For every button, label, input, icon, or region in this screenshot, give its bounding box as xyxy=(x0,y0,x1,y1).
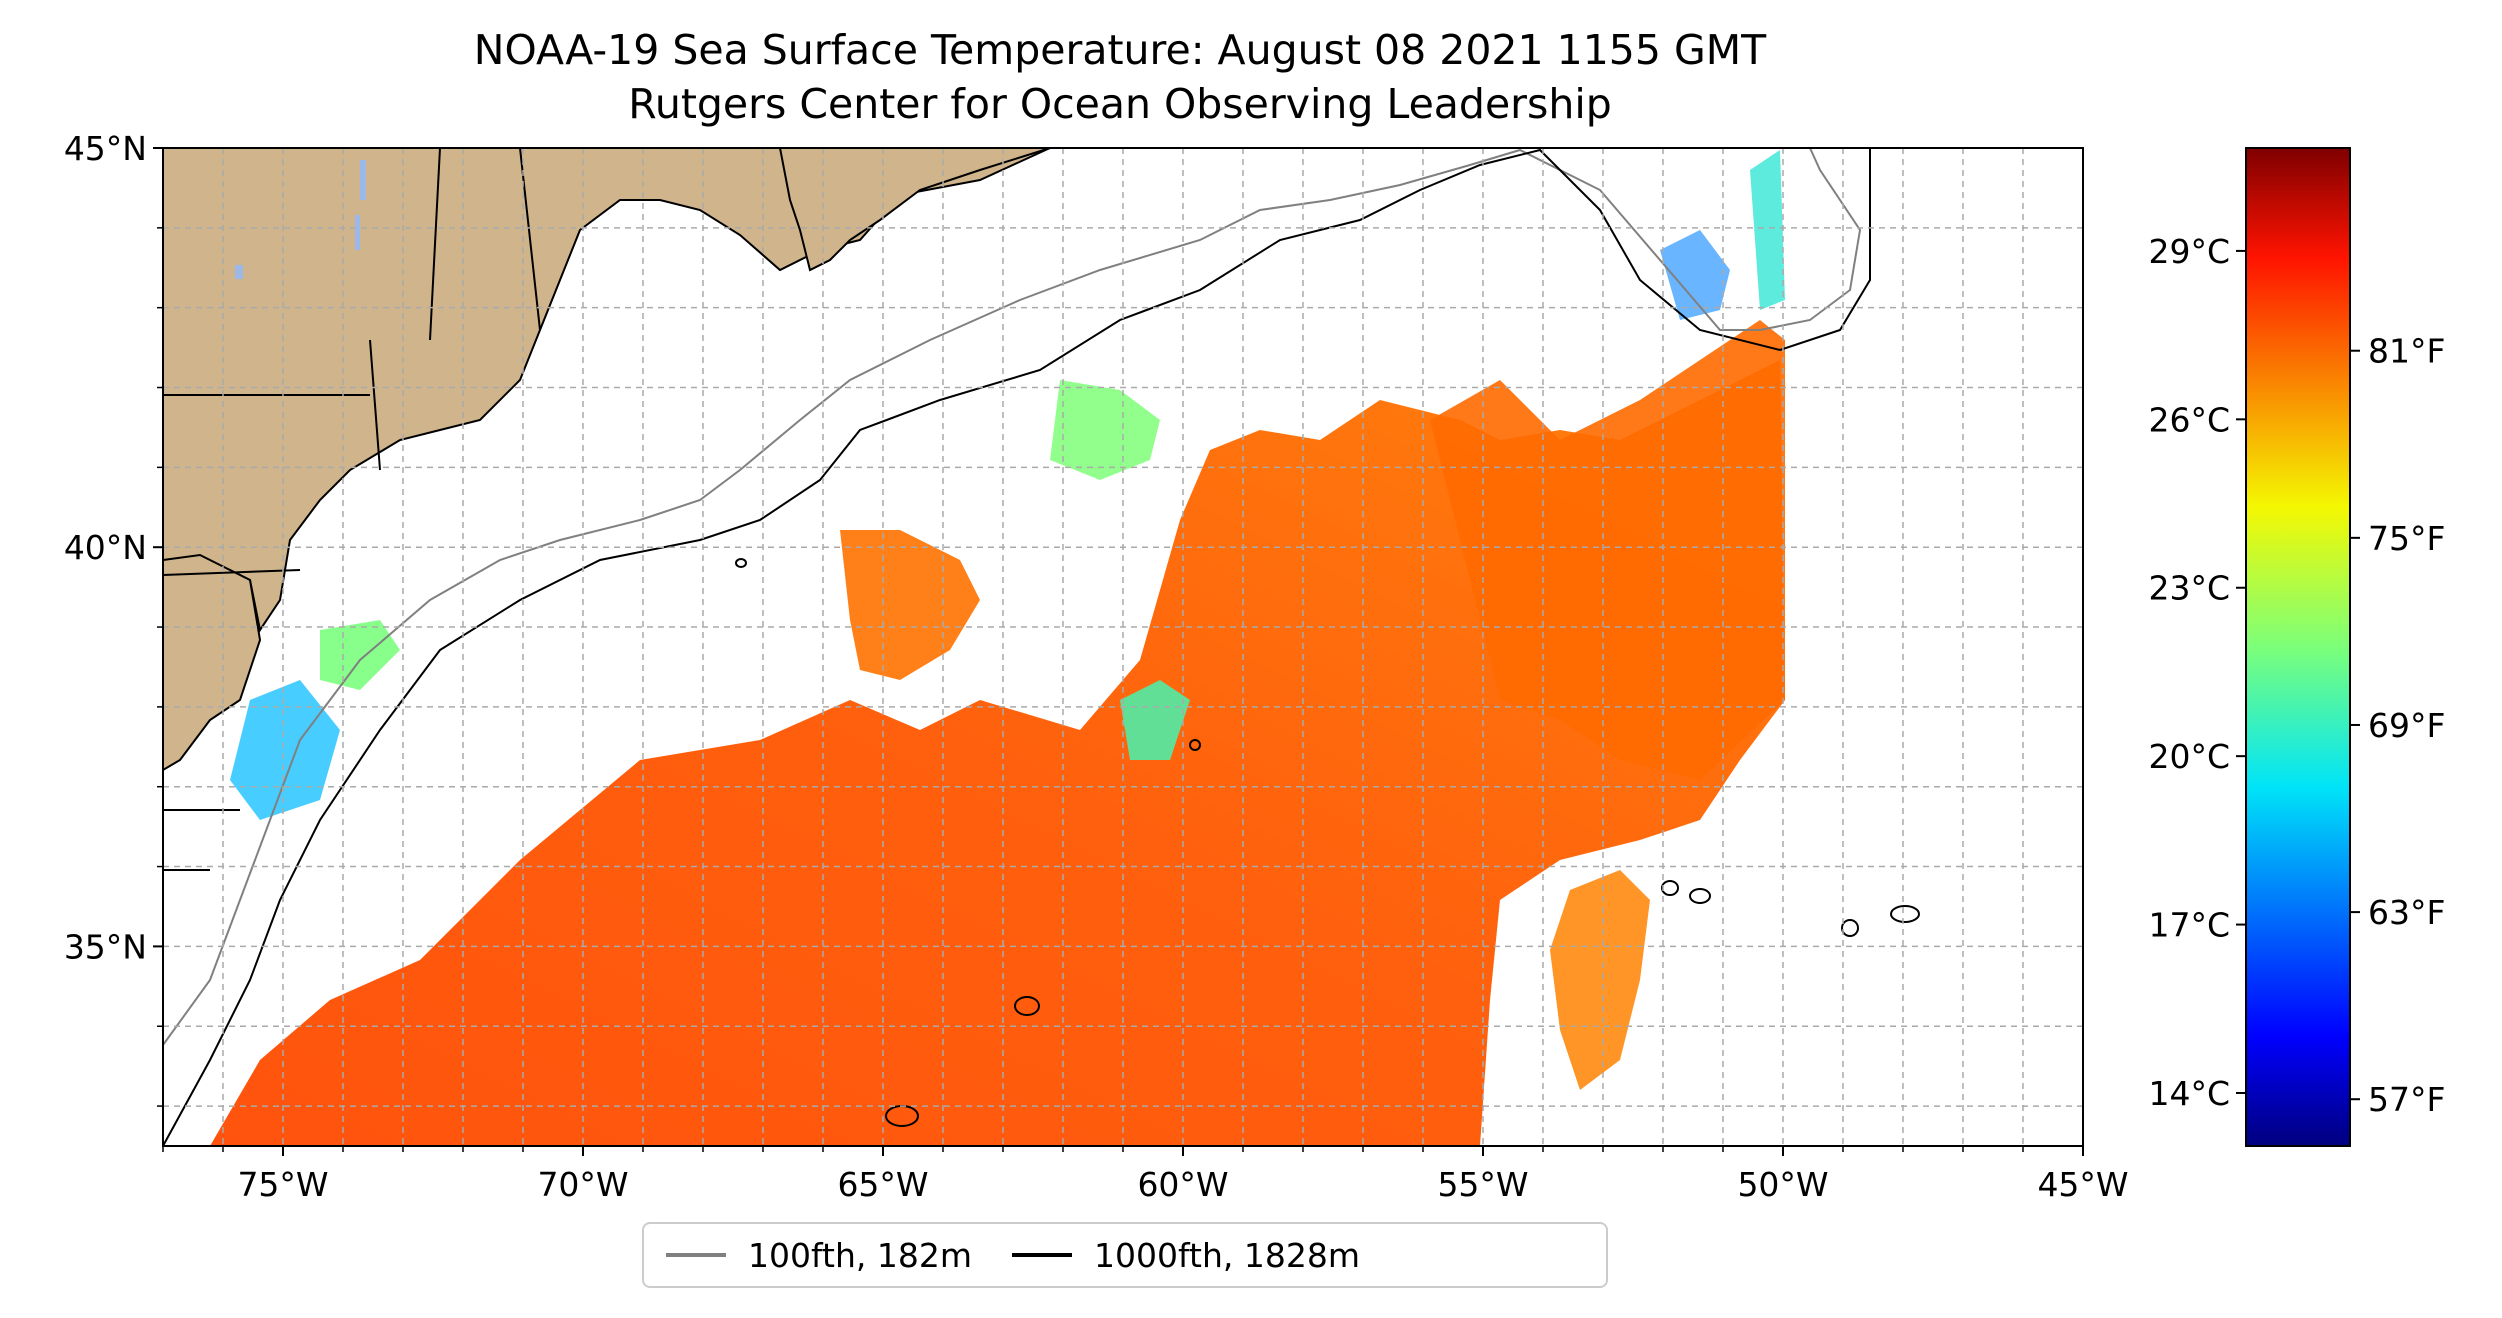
legend-swatch-100fth xyxy=(666,1253,726,1257)
sst-shelf-cool-2 xyxy=(320,620,400,690)
sst-slope-cool xyxy=(1050,380,1160,480)
legend-label-1000fth: 1000fth, 1828m xyxy=(1094,1235,1360,1275)
map-area xyxy=(163,148,2083,1146)
colorbar-celsius-axis: 29°C 26°C 23°C 20°C 17°C 14°C xyxy=(2148,232,2246,1113)
land-delmarva xyxy=(163,553,262,772)
x-tick-label: 50°W xyxy=(1737,1165,1828,1204)
y-tick-label: 40°N xyxy=(64,528,147,567)
legend-label-100fth: 100fth, 182m xyxy=(748,1235,972,1275)
legend-item-1000fth: 1000fth, 1828m xyxy=(990,1224,1360,1286)
colorbar-celsius-label: 23°C xyxy=(2148,569,2230,608)
map-legend: 100fth, 182m 1000fth, 1828m xyxy=(642,1222,1608,1288)
x-tick-label: 60°W xyxy=(1137,1165,1228,1204)
sst-gulfstream-patch xyxy=(840,530,980,680)
x-tick-label: 65°W xyxy=(837,1165,928,1204)
map-title: NOAA-19 Sea Surface Temperature: August … xyxy=(473,26,1767,74)
colorbar-fahrenheit-label: 63°F xyxy=(2368,893,2445,932)
y-tick-label: 45°N xyxy=(64,129,147,168)
colorbar-celsius-label: 20°C xyxy=(2148,737,2230,776)
y-axis: 45°N 40°N 35°N xyxy=(64,129,163,1107)
sst-swaths xyxy=(163,150,1785,1146)
map-gridlines xyxy=(163,148,2083,1146)
colorbar-celsius-label: 29°C xyxy=(2148,232,2230,271)
x-tick-label: 70°W xyxy=(537,1165,628,1204)
legend-swatch-1000fth xyxy=(1012,1253,1072,1257)
lakes xyxy=(235,160,366,279)
sst-northeast-cool-2 xyxy=(1750,150,1785,310)
sst-eastern-scattered xyxy=(1550,870,1650,1090)
colorbar-celsius-label: 14°C xyxy=(2148,1074,2230,1113)
x-axis: 75°W 70°W 65°W 60°W 55°W 50°W 45°W xyxy=(162,1146,2129,1204)
isobath-100fth xyxy=(163,148,1862,1046)
x-tick-label: 75°W xyxy=(237,1165,328,1204)
x-tick-label: 45°W xyxy=(2037,1165,2128,1204)
isobath-1000fth xyxy=(163,148,1871,1146)
legend-item-100fth: 100fth, 182m xyxy=(644,1224,972,1286)
colorbar-fahrenheit-label: 81°F xyxy=(2368,332,2445,371)
sst-main-swath xyxy=(210,360,1785,1146)
colorbar-fahrenheit-label: 57°F xyxy=(2368,1080,2445,1119)
sst-northeast-cool xyxy=(1660,230,1730,320)
x-tick-label: 55°W xyxy=(1437,1165,1528,1204)
sst-shelf-cool xyxy=(230,680,340,820)
colorbar-fahrenheit-axis: 81°F 75°F 69°F 63°F 57°F xyxy=(2350,332,2445,1119)
colorbar-celsius-label: 17°C xyxy=(2148,906,2230,945)
colorbar-gradient xyxy=(2245,147,2351,1147)
colorbar-fahrenheit-label: 75°F xyxy=(2368,519,2445,558)
y-tick-label: 35°N xyxy=(64,927,147,966)
sst-east-swath xyxy=(1430,320,1785,780)
colorbar-fahrenheit-label: 69°F xyxy=(2368,706,2445,745)
sst-slope-cool-2 xyxy=(1120,680,1190,760)
map-subtitle: Rutgers Center for Ocean Observing Leade… xyxy=(628,80,1612,128)
colorbar-celsius-label: 26°C xyxy=(2148,400,2230,439)
